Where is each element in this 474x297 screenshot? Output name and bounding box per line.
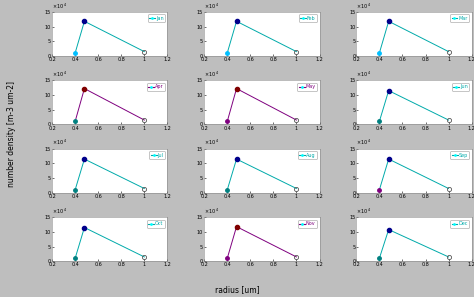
Legend: Nov: Nov — [298, 220, 317, 228]
Text: $\times\,10^4$: $\times\,10^4$ — [204, 70, 219, 79]
Legend: Mar: Mar — [450, 14, 469, 22]
Text: $\times\,10^4$: $\times\,10^4$ — [356, 70, 372, 79]
Text: $\times\,10^4$: $\times\,10^4$ — [52, 1, 67, 11]
Legend: Aug: Aug — [298, 151, 317, 159]
Legend: Dec: Dec — [450, 220, 469, 228]
Text: $\times\,10^4$: $\times\,10^4$ — [52, 138, 67, 147]
Text: $\times\,10^4$: $\times\,10^4$ — [356, 1, 372, 11]
Text: $\times\,10^4$: $\times\,10^4$ — [204, 1, 219, 11]
Text: number density [m-3 um-2]: number density [m-3 um-2] — [8, 81, 16, 187]
Legend: Jan: Jan — [147, 14, 165, 22]
Legend: Jun: Jun — [452, 83, 469, 91]
Text: $\times\,10^4$: $\times\,10^4$ — [204, 138, 219, 147]
Text: $\times\,10^4$: $\times\,10^4$ — [52, 70, 67, 79]
Text: $\times\,10^4$: $\times\,10^4$ — [204, 207, 219, 216]
Legend: May: May — [297, 83, 317, 91]
Legend: Oct: Oct — [147, 220, 165, 228]
Legend: Sep: Sep — [450, 151, 469, 159]
Text: $\times\,10^4$: $\times\,10^4$ — [356, 207, 372, 216]
Text: $\times\,10^4$: $\times\,10^4$ — [356, 138, 372, 147]
Legend: Jul: Jul — [149, 151, 165, 159]
Legend: Apr: Apr — [146, 83, 165, 91]
Text: $\times\,10^4$: $\times\,10^4$ — [52, 207, 67, 216]
Legend: Feb: Feb — [299, 14, 317, 22]
Text: radius [um]: radius [um] — [215, 285, 259, 294]
